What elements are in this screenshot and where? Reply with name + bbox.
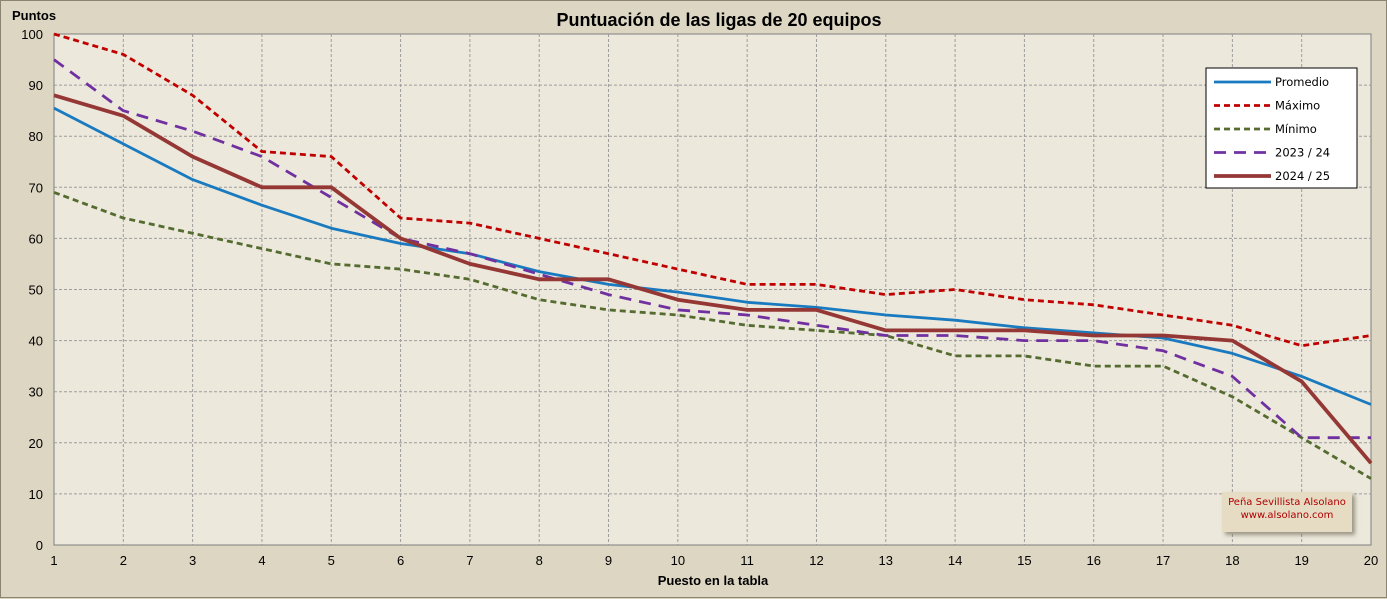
x-tick-labels: 1 2 3 4 5 6 7 8 9 10 11 12 13 14 15 16 17 18 19 20 <box>50 553 1378 568</box>
x-tick-label: 14 <box>948 553 962 568</box>
y-tick-label: 50 <box>29 283 43 298</box>
x-tick-label: 19 <box>1294 553 1308 568</box>
y-tick-label: 10 <box>29 487 43 502</box>
y-tick-label: 100 <box>21 27 43 42</box>
y-tick-label: 70 <box>29 180 43 195</box>
x-tick-label: 2 <box>120 553 127 568</box>
chart-title: Puntuación de las ligas de 20 equipos <box>556 10 881 30</box>
x-tick-label: 16 <box>1087 553 1101 568</box>
y-tick-label: 80 <box>29 129 43 144</box>
y-tick-label: 60 <box>29 231 43 246</box>
y-tick-labels: 0 10 20 30 40 50 60 70 80 90 100 <box>21 27 43 553</box>
legend-label: Mínimo <box>1275 122 1317 136</box>
series-line <box>53 93 1373 465</box>
y-tick-label: 20 <box>29 436 43 451</box>
x-tick-label: 11 <box>740 553 754 568</box>
series-line <box>53 58 1371 440</box>
legend: Promedio Máximo Mínimo 2023 / 24 2024 / 25 <box>1205 67 1358 189</box>
watermark-line2: www.alsolano.com <box>1240 510 1334 521</box>
y-tick-label: 90 <box>29 78 43 93</box>
y-tick-label: 30 <box>29 385 43 400</box>
x-tick-label: 15 <box>1017 553 1031 568</box>
series-line <box>53 32 1372 348</box>
y-axis-title: Puntos <box>12 8 56 23</box>
series-line <box>53 191 1372 480</box>
x-tick-label: 10 <box>671 553 685 568</box>
x-tick-label: 1 <box>50 553 57 568</box>
x-tick-label: 3 <box>189 553 196 568</box>
x-tick-label: 9 <box>605 553 612 568</box>
y-tick-label: 0 <box>36 538 43 553</box>
x-tick-label: 17 <box>1156 553 1170 568</box>
watermark-line1: Peña Sevillista Alsolano <box>1228 497 1346 508</box>
watermark-box: Peña Sevillista Alsolano www.alsolano.co… <box>1222 492 1352 532</box>
series-lines <box>53 32 1373 480</box>
x-axis-title: Puesto en la tabla <box>658 573 769 588</box>
x-tick-label: 18 <box>1225 553 1239 568</box>
x-tick-label: 5 <box>328 553 335 568</box>
legend-label: Máximo <box>1275 99 1320 113</box>
x-tick-label: 13 <box>879 553 893 568</box>
y-tick-label: 40 <box>29 334 43 349</box>
legend-label: 2024 / 25 <box>1275 169 1330 183</box>
x-tick-label: 8 <box>536 553 543 568</box>
legend-label: 2023 / 24 <box>1275 146 1330 160</box>
x-tick-label: 7 <box>466 553 473 568</box>
x-tick-label: 20 <box>1364 553 1378 568</box>
x-tick-label: 6 <box>397 553 404 568</box>
legend-label: Promedio <box>1275 75 1329 89</box>
legend-box <box>1205 67 1358 189</box>
x-tick-label: 4 <box>258 553 265 568</box>
x-tick-label: 12 <box>809 553 823 568</box>
